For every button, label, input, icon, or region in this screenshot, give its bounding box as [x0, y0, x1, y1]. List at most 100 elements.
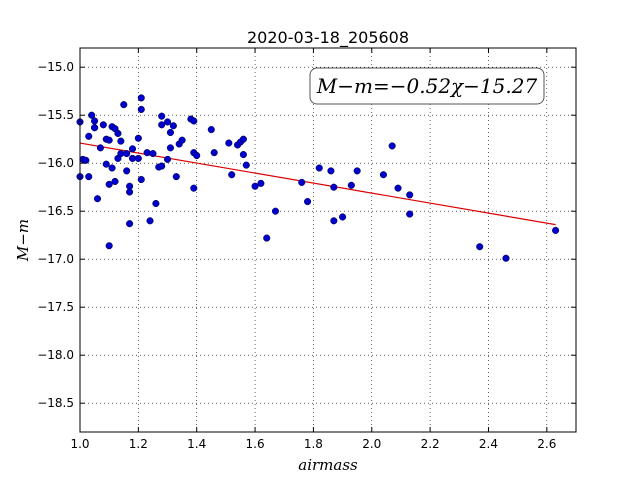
data-point — [193, 151, 201, 160]
data-point — [388, 142, 396, 150]
x-tick-label: 1.8 — [304, 437, 323, 451]
data-point — [304, 198, 312, 206]
data-point — [347, 181, 355, 189]
data-point — [239, 151, 247, 159]
data-point — [149, 150, 157, 158]
data-point — [93, 195, 102, 203]
fit-annotation: M−m=−0.52χ−15.27 — [309, 67, 545, 105]
data-point — [394, 184, 402, 192]
data-point — [158, 121, 166, 129]
plot-frame — [79, 47, 577, 433]
data-point — [108, 164, 116, 172]
y-tick-label: −18.0 — [37, 348, 74, 362]
data-point — [271, 207, 280, 215]
data-point — [166, 144, 174, 152]
y-tick-label: −18.5 — [37, 396, 74, 410]
data-point — [134, 154, 142, 162]
data-point — [85, 173, 93, 181]
data-point — [166, 128, 174, 137]
data-point — [126, 220, 134, 228]
x-tick-label: 1.2 — [129, 437, 148, 451]
chart-title: 2020-03-18_205608 — [247, 28, 409, 48]
data-point — [143, 149, 151, 157]
data-point — [137, 94, 145, 102]
data-point — [172, 173, 180, 181]
x-tick-label: 2.6 — [537, 437, 556, 451]
data-point — [99, 121, 107, 129]
data-point — [85, 132, 93, 140]
x-tick-label: 2.0 — [362, 437, 381, 451]
x-tick-label: 1.4 — [187, 437, 206, 451]
y-tick-label: −15.0 — [37, 60, 74, 74]
fit-line-layer — [79, 142, 556, 226]
data-point — [111, 177, 119, 185]
data-point — [128, 145, 137, 153]
data-point — [225, 139, 233, 147]
data-point — [190, 117, 198, 125]
data-point — [251, 182, 259, 190]
data-point — [137, 105, 145, 113]
y-tick-label: −16.5 — [37, 204, 74, 218]
data-point — [126, 188, 134, 196]
y-tick-label: −17.0 — [37, 252, 74, 266]
data-point — [239, 135, 247, 143]
data-point — [330, 183, 338, 191]
data-point — [353, 167, 361, 175]
data-point — [330, 217, 338, 225]
axis-ticks: 1.0 1.2 1.4 1.6 1.8 2.0 2.2 2.4 2.6 −15.0 −15.5 −16… — [37, 48, 576, 451]
data-point — [406, 191, 414, 199]
data-point — [102, 160, 110, 168]
data-point — [406, 210, 414, 218]
data-point — [120, 101, 128, 109]
x-axis-title: airmass — [298, 456, 358, 474]
data-point — [88, 111, 96, 119]
data-point — [178, 136, 186, 144]
data-points — [76, 94, 560, 262]
data-point — [96, 144, 104, 152]
data-point — [552, 226, 560, 234]
grid — [79, 48, 576, 432]
y-axis-title: M−m — [14, 219, 32, 262]
data-point — [158, 162, 166, 170]
y-tick-label: −17.5 — [37, 300, 74, 314]
data-point — [263, 234, 271, 242]
data-point — [114, 129, 122, 137]
data-point — [228, 171, 236, 179]
data-point — [190, 184, 198, 192]
data-point — [163, 155, 172, 163]
data-point — [146, 217, 154, 225]
data-point — [339, 213, 347, 221]
data-point — [91, 117, 99, 125]
data-point — [158, 112, 166, 120]
data-point — [379, 171, 387, 179]
y-tick-label: −16.0 — [37, 156, 74, 170]
data-point — [163, 118, 172, 126]
data-point — [134, 134, 142, 142]
data-point — [137, 175, 145, 184]
data-point — [105, 136, 113, 144]
data-point — [315, 164, 323, 172]
data-point — [257, 179, 265, 187]
data-point — [91, 124, 99, 132]
x-tick-label: 1.0 — [70, 437, 89, 451]
data-point — [242, 161, 250, 169]
x-tick-label: 2.2 — [421, 437, 440, 451]
data-point — [117, 137, 125, 145]
data-point — [105, 242, 113, 250]
data-point — [152, 199, 160, 208]
data-point — [502, 254, 510, 262]
data-point — [105, 180, 113, 188]
data-point — [123, 167, 131, 175]
data-point — [298, 178, 306, 186]
data-point — [210, 149, 218, 157]
data-point — [327, 167, 335, 175]
data-point — [169, 122, 177, 130]
x-tick-label: 2.4 — [479, 437, 498, 451]
data-point — [476, 243, 484, 251]
x-tick-label: 1.6 — [246, 437, 265, 451]
data-point — [207, 126, 215, 134]
data-point — [123, 150, 131, 158]
data-point — [82, 156, 90, 164]
annotation-text: M−m=−0.52χ−15.27 — [316, 74, 538, 98]
